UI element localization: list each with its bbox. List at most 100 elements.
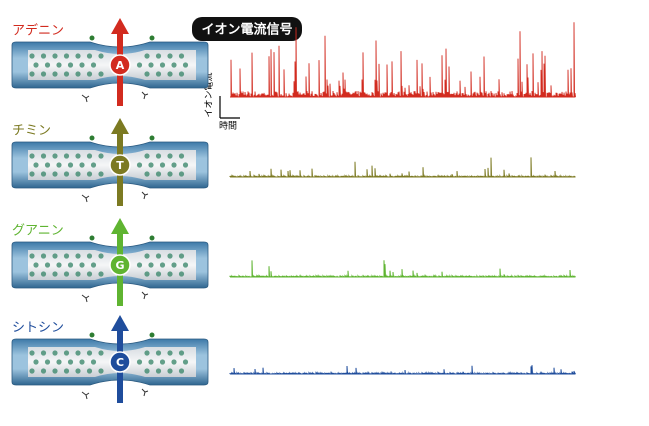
pore-bead (86, 53, 93, 59)
ion (89, 35, 95, 41)
base-letter: G (115, 259, 124, 272)
panel: チミン T (11, 118, 576, 206)
pore-bead (90, 62, 97, 68)
pore-bead (155, 253, 162, 259)
pore-bead (167, 368, 173, 374)
pore-bead (75, 253, 81, 259)
pore-bead (155, 153, 162, 159)
pore-bead (29, 350, 35, 356)
ion (89, 332, 95, 338)
water-molecule (81, 94, 90, 103)
pore-bead (98, 153, 104, 159)
pore-bead (63, 350, 70, 356)
pore-bead (159, 262, 166, 268)
ion (149, 135, 155, 141)
pore-bead (33, 162, 39, 168)
pore-bead (98, 171, 104, 177)
ion (149, 332, 155, 338)
pore-bead (40, 253, 47, 259)
pore-bead (75, 53, 81, 59)
pore-bead (86, 271, 93, 277)
pore-bead (178, 350, 185, 356)
ion (89, 135, 95, 141)
arrow-head (111, 18, 129, 34)
pore-bead (63, 71, 70, 77)
water-molecule (81, 194, 90, 203)
pore-bead (144, 368, 150, 374)
base-letter: T (116, 159, 124, 172)
pore-bead (40, 368, 47, 374)
pore-bead (52, 153, 58, 159)
pore-bead (67, 359, 74, 365)
ion (89, 235, 95, 241)
pore-bead (167, 350, 173, 356)
pore-bead (52, 271, 58, 277)
pore-bead (63, 171, 70, 177)
pore-bead (155, 368, 162, 374)
panel: アデニン A (11, 18, 576, 106)
pore-bead (178, 368, 185, 374)
inset-x-label: 時間 (219, 121, 237, 132)
pore-bead (144, 271, 150, 277)
pore-bead (167, 253, 173, 259)
pore-bead (29, 53, 35, 59)
pore-bead (75, 153, 81, 159)
water-molecule (141, 191, 149, 200)
pore-bead (40, 153, 47, 159)
pore-bead (171, 262, 177, 268)
pore-bead (75, 350, 81, 356)
pore-bead (63, 271, 70, 277)
pore-bead (90, 162, 97, 168)
water-molecule (141, 91, 149, 100)
pore-bead (79, 162, 85, 168)
base-circle (109, 351, 131, 373)
pore-bead (171, 162, 177, 168)
pore-bead (75, 171, 81, 177)
water-molecule (81, 294, 90, 303)
pore-bead (86, 171, 93, 177)
pore-bead (159, 62, 166, 68)
pore-bead (67, 62, 74, 68)
pore-bead (178, 271, 185, 277)
water-molecule (141, 291, 149, 300)
base-name: グアニン (12, 224, 64, 239)
pore-bead (182, 262, 189, 268)
pore-bead (178, 153, 185, 159)
pore-bead (44, 62, 51, 68)
pore-bead (29, 253, 35, 259)
pore-bead (67, 162, 74, 168)
pore-bead (148, 262, 154, 268)
pore-bead (98, 53, 104, 59)
pore-bead (136, 262, 143, 268)
pore-bead (79, 359, 85, 365)
pore-bead (167, 153, 173, 159)
pore-bead (52, 253, 58, 259)
pore-bead (56, 62, 62, 68)
pore-bead (167, 71, 173, 77)
pore-bead (40, 171, 47, 177)
current-trace (229, 157, 576, 178)
pore-bead (29, 271, 35, 277)
base-name: チミン (12, 124, 51, 139)
pore-bead (40, 271, 47, 277)
pore-bead (171, 359, 177, 365)
pore-bead (178, 53, 185, 59)
pore-bead (144, 53, 150, 59)
pore-bead (56, 359, 62, 365)
pore-bead (52, 350, 58, 356)
signal-label: イオン電流信号 (201, 22, 292, 38)
pore-bead (90, 262, 97, 268)
pore-bead (155, 171, 162, 177)
pore-bead (155, 350, 162, 356)
pore-bead (52, 368, 58, 374)
pore-bead (182, 359, 189, 365)
pore-bead (144, 253, 150, 259)
pore-bead (98, 253, 104, 259)
current-trace (229, 260, 576, 278)
pore-bead (159, 162, 166, 168)
panel: グアニン G (11, 218, 576, 306)
arrow-head (111, 118, 129, 134)
base-circle (109, 154, 131, 176)
signal-label-box (192, 17, 302, 41)
ion (149, 235, 155, 241)
